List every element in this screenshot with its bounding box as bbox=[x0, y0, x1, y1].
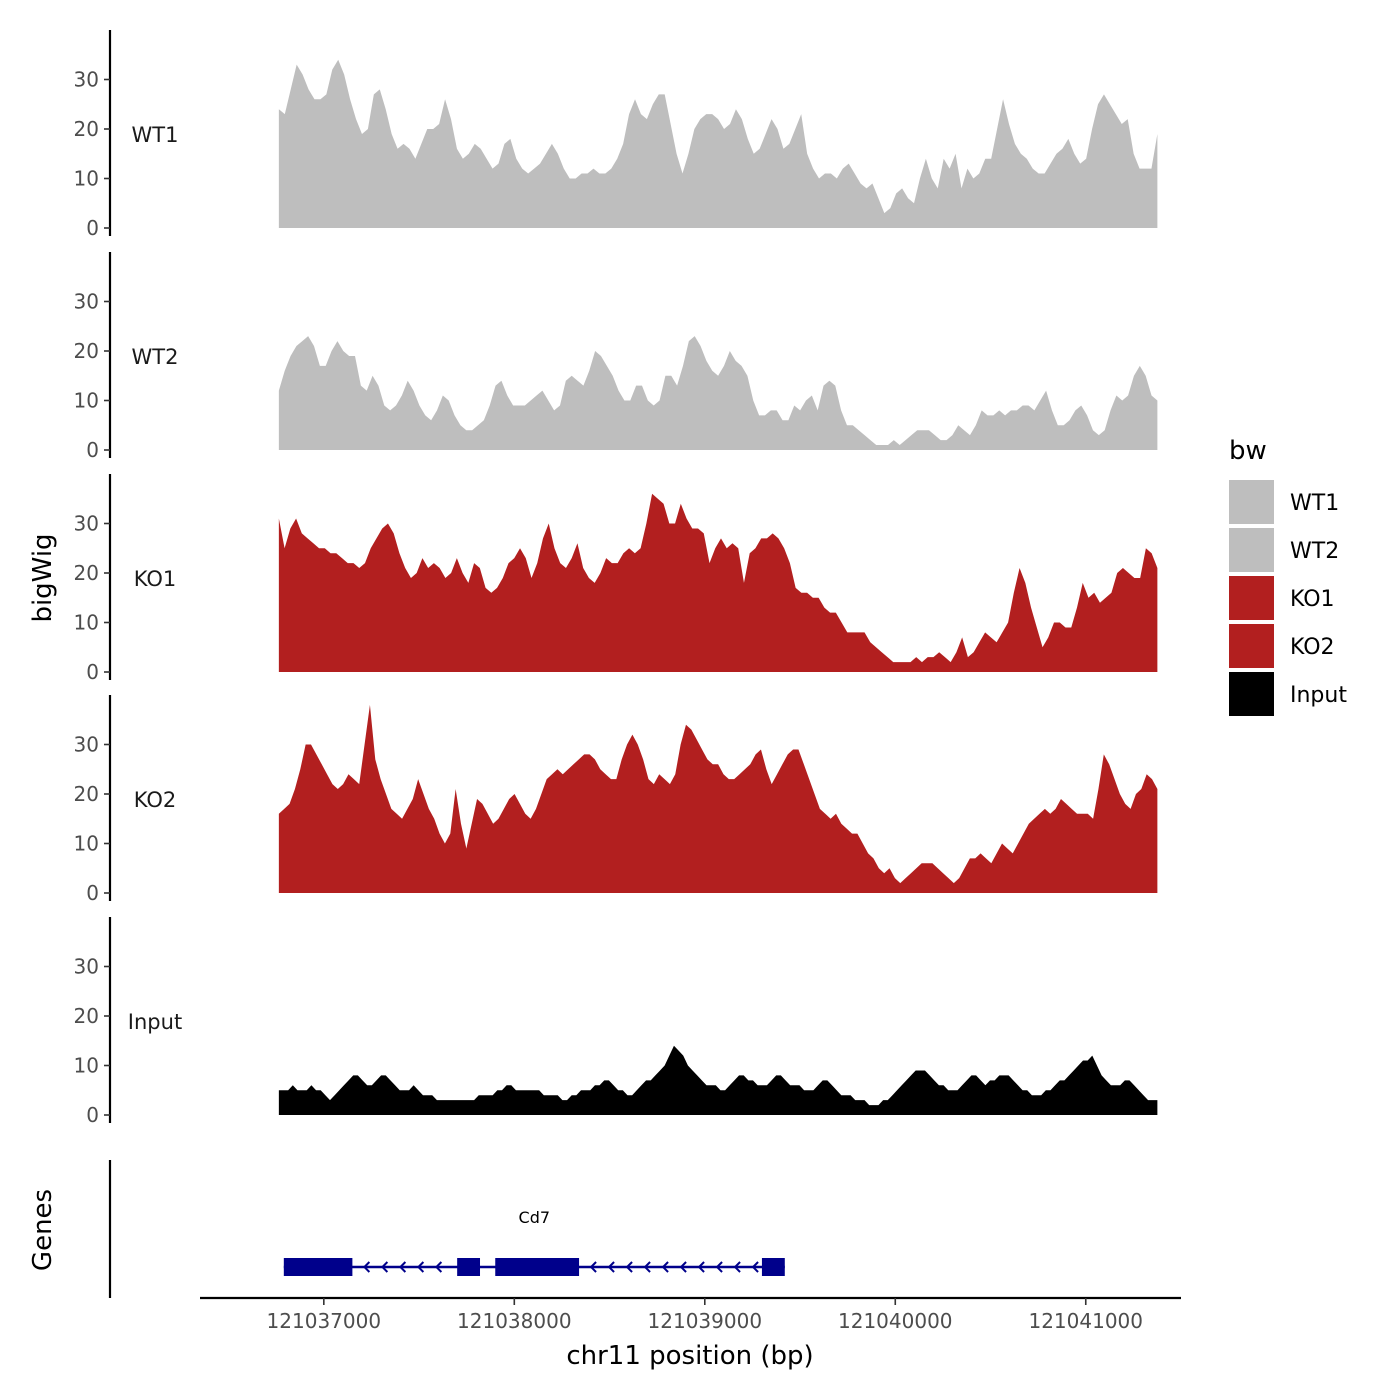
gene-exon bbox=[283, 1258, 353, 1276]
legend-title: bw bbox=[1229, 436, 1267, 466]
gene-exon bbox=[495, 1258, 580, 1276]
y-tick-label: 30 bbox=[74, 955, 99, 979]
strand-chevron bbox=[398, 1261, 407, 1273]
track-ko2: 0 10 20 30 KO2 bbox=[74, 695, 1158, 905]
y-tick-label: 0 bbox=[86, 881, 99, 905]
y-tick-label: 30 bbox=[74, 68, 99, 92]
x-tick-label: 121037000 bbox=[267, 1309, 382, 1333]
track-label-input: Input bbox=[128, 1010, 182, 1034]
y-axis-title: bigWig bbox=[28, 533, 58, 622]
y-tick-label: 0 bbox=[86, 438, 99, 462]
track-label-wt2: WT2 bbox=[132, 345, 179, 369]
y-tick-label: 10 bbox=[74, 1054, 99, 1078]
y-tick-label: 20 bbox=[74, 117, 99, 141]
legend-entry-ko2: KO2 bbox=[1229, 624, 1335, 668]
legend-entry-input: Input bbox=[1229, 672, 1347, 716]
y-tick-label: 10 bbox=[74, 167, 99, 191]
y-tick-label: 0 bbox=[86, 216, 99, 240]
legend-label: KO2 bbox=[1290, 635, 1335, 660]
strand-chevron bbox=[643, 1261, 651, 1273]
track-wt1: 0 10 20 30 WT1 bbox=[74, 30, 1158, 240]
strand-chevron bbox=[661, 1261, 669, 1273]
track-label-wt1: WT1 bbox=[132, 123, 179, 147]
y-tick-label: 10 bbox=[74, 611, 99, 635]
strand-chevron bbox=[380, 1261, 389, 1273]
strand-chevron bbox=[751, 1261, 759, 1273]
legend-label: WT1 bbox=[1290, 491, 1339, 516]
legend-swatch bbox=[1229, 528, 1274, 572]
gene-exon bbox=[457, 1258, 481, 1276]
x-tick-label: 121038000 bbox=[457, 1309, 572, 1333]
legend-swatch bbox=[1229, 480, 1274, 524]
area-wt1 bbox=[278, 59, 1158, 229]
strand-chevron bbox=[733, 1261, 741, 1273]
x-axis-title: chr11 position (bp) bbox=[566, 1341, 813, 1371]
legend-label: Input bbox=[1290, 683, 1347, 708]
track-input: 0 10 20 30 Input bbox=[74, 917, 1158, 1127]
strand-chevron bbox=[607, 1261, 615, 1273]
legend-swatch bbox=[1229, 672, 1274, 716]
area-ko2 bbox=[278, 704, 1158, 893]
tracks: 0 10 20 30 WT1 0 10 20 30 WT2 0 10 20 30 KO1 0 10 20 30 KO2… bbox=[74, 30, 1158, 1127]
area-wt2 bbox=[278, 336, 1158, 450]
strand-chevron bbox=[589, 1261, 597, 1273]
gene-cd7: Cd7 bbox=[283, 1208, 785, 1276]
legend: bw WT1 WT2 KO1 KO2 Input bbox=[1229, 436, 1347, 716]
x-axis: 121037000 121038000 121039000 121040000 1210… bbox=[200, 1296, 1181, 1333]
y-tick-label: 0 bbox=[86, 660, 99, 684]
legend-swatch bbox=[1229, 576, 1274, 620]
strand-chevron bbox=[697, 1261, 705, 1273]
y-tick-label: 20 bbox=[74, 339, 99, 363]
track-label-ko1: KO1 bbox=[134, 567, 177, 591]
x-tick-label: 121040000 bbox=[838, 1309, 953, 1333]
legend-entry-wt1: WT1 bbox=[1229, 480, 1339, 524]
strand-chevron bbox=[715, 1261, 723, 1273]
strand-chevron bbox=[434, 1261, 443, 1273]
y-tick-label: 20 bbox=[74, 1004, 99, 1028]
genes-axis-title: Genes bbox=[28, 1189, 58, 1271]
x-tick-label: 121041000 bbox=[1028, 1309, 1143, 1333]
strand-chevron bbox=[416, 1261, 425, 1273]
legend-swatch bbox=[1229, 624, 1274, 668]
x-tick-label: 121039000 bbox=[648, 1309, 763, 1333]
y-tick-label: 30 bbox=[74, 290, 99, 314]
y-tick-label: 20 bbox=[74, 561, 99, 585]
y-tick-label: 10 bbox=[74, 832, 99, 856]
area-input bbox=[278, 1045, 1158, 1115]
track-label-ko2: KO2 bbox=[134, 788, 177, 812]
y-tick-label: 20 bbox=[74, 782, 99, 806]
y-tick-label: 30 bbox=[74, 512, 99, 536]
area-ko1 bbox=[278, 493, 1158, 672]
legend-label: WT2 bbox=[1290, 539, 1339, 564]
strand-chevron bbox=[679, 1261, 687, 1273]
legend-entry-wt2: WT2 bbox=[1229, 528, 1339, 572]
y-tick-label: 10 bbox=[74, 389, 99, 413]
strand-chevron bbox=[625, 1261, 633, 1273]
y-tick-label: 0 bbox=[86, 1103, 99, 1127]
gene-label: Cd7 bbox=[519, 1208, 551, 1227]
y-tick-label: 30 bbox=[74, 733, 99, 757]
strand-chevron bbox=[362, 1261, 371, 1273]
genes-track: Cd7 bbox=[108, 1160, 785, 1298]
gene-exon bbox=[761, 1258, 785, 1276]
track-wt2: 0 10 20 30 WT2 bbox=[74, 252, 1158, 462]
legend-entry-ko1: KO1 bbox=[1229, 576, 1335, 620]
legend-label: KO1 bbox=[1290, 587, 1335, 612]
track-ko1: 0 10 20 30 KO1 bbox=[74, 474, 1158, 684]
